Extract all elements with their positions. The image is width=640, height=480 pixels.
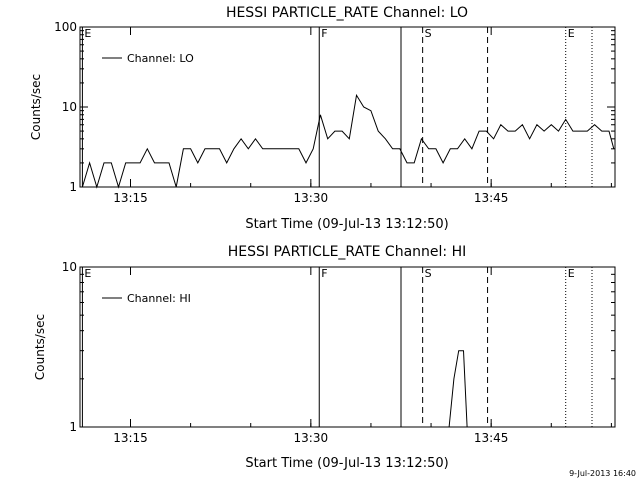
panel-lo-legend-label: Channel: LO: [127, 52, 194, 65]
lo-xtick-label-2: 13:45: [474, 191, 509, 205]
panel-hi-title: HESSI PARTICLE_RATE Channel: HI: [228, 244, 466, 260]
hi-xtick-label-0: 13:15: [113, 431, 148, 445]
lo-marker-label-0: E: [84, 27, 91, 40]
lo-marker-label-6: E: [568, 27, 575, 40]
lo-xtick-label-1: 13:30: [294, 191, 329, 205]
panel-hi-frame: [79, 266, 616, 428]
footer-timestamp: 9-Jul-2013 16:40: [569, 469, 636, 478]
hi-xtick-label-2: 13:45: [474, 431, 509, 445]
hi-ytick-label-0: 1: [69, 420, 77, 434]
panel-hi-xlabel: Start Time (09-Jul-13 13:12:50): [245, 456, 448, 471]
hi-ytick-label-1: 10: [62, 260, 77, 274]
lo-marker-label-3: S: [425, 27, 432, 40]
panel-lo-ticks: 13:1513:3013:4514:0014:1514:3014:4511010…: [54, 20, 615, 205]
hi-series-line-0: [448, 350, 468, 428]
panel-hi-series: [448, 350, 468, 428]
panel-lo-title: HESSI PARTICLE_RATE Channel: LO: [226, 5, 468, 21]
panel-lo-ylabel: Counts/sec: [29, 74, 43, 140]
panel-lo-legend: Channel: LO: [102, 52, 194, 65]
lo-ytick-label-0: 1: [69, 180, 77, 194]
hi-marker-label-1: F: [321, 267, 327, 280]
lo-marker-label-1: F: [321, 27, 327, 40]
panel-lo-xlabel: Start Time (09-Jul-13 13:12:50): [245, 217, 448, 232]
hi-marker-label-3: S: [425, 267, 432, 280]
lo-xtick-label-0: 13:15: [113, 191, 148, 205]
panel-hi-ylabel: Counts/sec: [33, 314, 47, 380]
lo-ytick-label-2: 100: [54, 20, 77, 34]
hi-marker-label-5: E: [568, 267, 575, 280]
lo-ytick-label-1: 10: [62, 100, 77, 114]
panel-hi: HESSI PARTICLE_RATE Channel: HI 13:15 13:…: [33, 244, 616, 471]
hi-xtick-label-1: 13:30: [294, 431, 329, 445]
lo-series-line-0: [81, 93, 615, 189]
panel-lo: HESSI PARTICLE_RATE Channel: LO 13:15 13:…: [29, 5, 616, 232]
panel-hi-legend: Channel: HI: [102, 292, 191, 305]
panel-lo-series: [81, 93, 615, 189]
panel-hi-legend-label: Channel: HI: [127, 292, 191, 305]
hi-marker-label-0: E: [84, 267, 91, 280]
